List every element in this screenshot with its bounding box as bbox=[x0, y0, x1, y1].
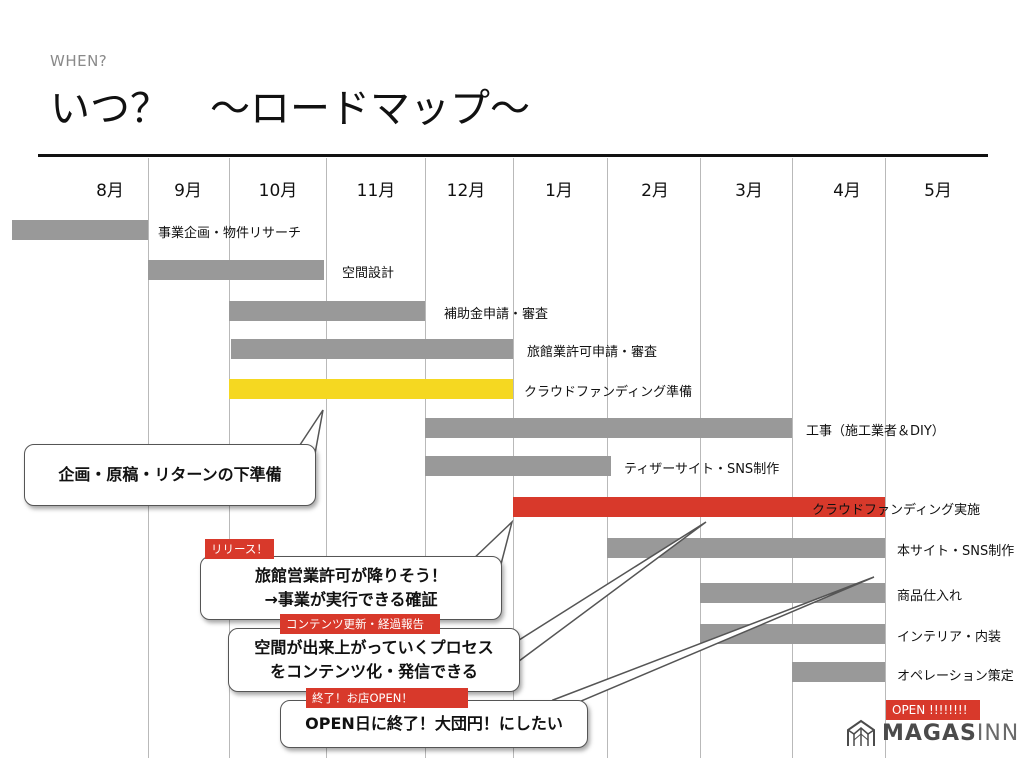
title-rule bbox=[38, 154, 988, 157]
house-logo-icon bbox=[847, 719, 875, 746]
month-label-sep: 9月 bbox=[174, 181, 202, 201]
month-gridline bbox=[700, 158, 701, 758]
callout-text: 空間が出来上がっていくプロセス bbox=[254, 638, 494, 657]
month-label-may: 5月 bbox=[924, 181, 952, 201]
gantt-bar-crowdfunding-prep bbox=[229, 379, 513, 399]
callout-prep: 企画・原稿・リターンの下準備 bbox=[24, 444, 316, 506]
callout-text: をコンテンツ化・発信できる bbox=[270, 662, 478, 681]
callout-open: OPEN日に終了！大団円！にしたい bbox=[280, 700, 588, 748]
month-label-mar: 3月 bbox=[735, 181, 763, 201]
release-tag: リリース！ bbox=[205, 539, 274, 559]
month-gridline bbox=[792, 158, 793, 758]
logo-text-bold: MAGAS bbox=[882, 720, 977, 746]
callout-text: 企画・原稿・リターンの下準備 bbox=[58, 465, 282, 484]
callout-text: OPEN日に終了！大団円！にしたい bbox=[305, 714, 563, 733]
month-label-dec: 12月 bbox=[446, 181, 486, 201]
task-label: 工事（施工業者＆DIY） bbox=[806, 424, 945, 439]
callout-process: 空間が出来上がっていくプロセス をコンテンツ化・発信できる bbox=[228, 628, 520, 692]
content-update-tag: コンテンツ更新・経過報告 bbox=[280, 614, 440, 634]
finish-open-tag: 終了！お店OPEN！ bbox=[306, 688, 468, 708]
section-subtitle: WHEN? bbox=[50, 52, 108, 70]
gantt-bar-operations bbox=[792, 662, 885, 682]
logo-text-light: INN bbox=[976, 720, 1020, 746]
task-label: クラウドファンディング準備 bbox=[524, 385, 693, 400]
month-gridline bbox=[326, 158, 327, 758]
gantt-bar-space-design bbox=[148, 260, 324, 280]
gantt-bar-teaser-site bbox=[425, 456, 611, 476]
month-label-aug: 8月 bbox=[96, 181, 124, 201]
month-label-jan: 1月 bbox=[545, 181, 573, 201]
open-badge: OPEN !!!!!!!! bbox=[886, 700, 980, 720]
task-label: ティザーサイト・SNS制作 bbox=[624, 462, 780, 477]
task-label: 補助金申請・審査 bbox=[444, 307, 549, 322]
gantt-bar-ryokan-license bbox=[231, 339, 513, 359]
callout-text: →事業が実行できる確証 bbox=[264, 590, 438, 609]
month-gridline bbox=[885, 158, 886, 758]
task-label: インテリア・内装 bbox=[897, 630, 1002, 645]
logo-wordmark: MAGASINN bbox=[882, 721, 1019, 746]
gantt-bar-procurement bbox=[700, 583, 885, 603]
month-label-apr: 4月 bbox=[833, 181, 861, 201]
month-label-nov: 11月 bbox=[356, 181, 396, 201]
task-label: 商品仕入れ bbox=[897, 589, 963, 604]
month-label-oct: 10月 bbox=[258, 181, 298, 201]
gantt-bar-subsidy bbox=[229, 301, 425, 321]
task-label: 本サイト・SNS制作 bbox=[897, 544, 1015, 559]
gantt-bar-research bbox=[12, 220, 148, 240]
task-label: クラウドファンディング実施 bbox=[812, 503, 981, 518]
callout-text: 旅館営業許可が降りそう！ bbox=[254, 566, 447, 585]
gantt-bar-construction bbox=[425, 418, 792, 438]
task-label: オペレーション策定 bbox=[897, 669, 1014, 684]
month-label-feb: 2月 bbox=[641, 181, 669, 201]
task-label: 旅館業許可申請・審査 bbox=[527, 345, 658, 360]
task-label: 空間設計 bbox=[342, 266, 395, 281]
gantt-bar-crowdfunding-run bbox=[513, 497, 885, 517]
callout-tail-process bbox=[498, 521, 707, 665]
callout-license: 旅館営業許可が降りそう！ →事業が実行できる確証 bbox=[200, 556, 502, 620]
brand-logo: MAGASINN bbox=[846, 718, 1019, 748]
page-title: いつ？ 〜ロードマップ〜 bbox=[50, 86, 530, 132]
task-label: 事業企画・物件リサーチ bbox=[158, 226, 302, 241]
